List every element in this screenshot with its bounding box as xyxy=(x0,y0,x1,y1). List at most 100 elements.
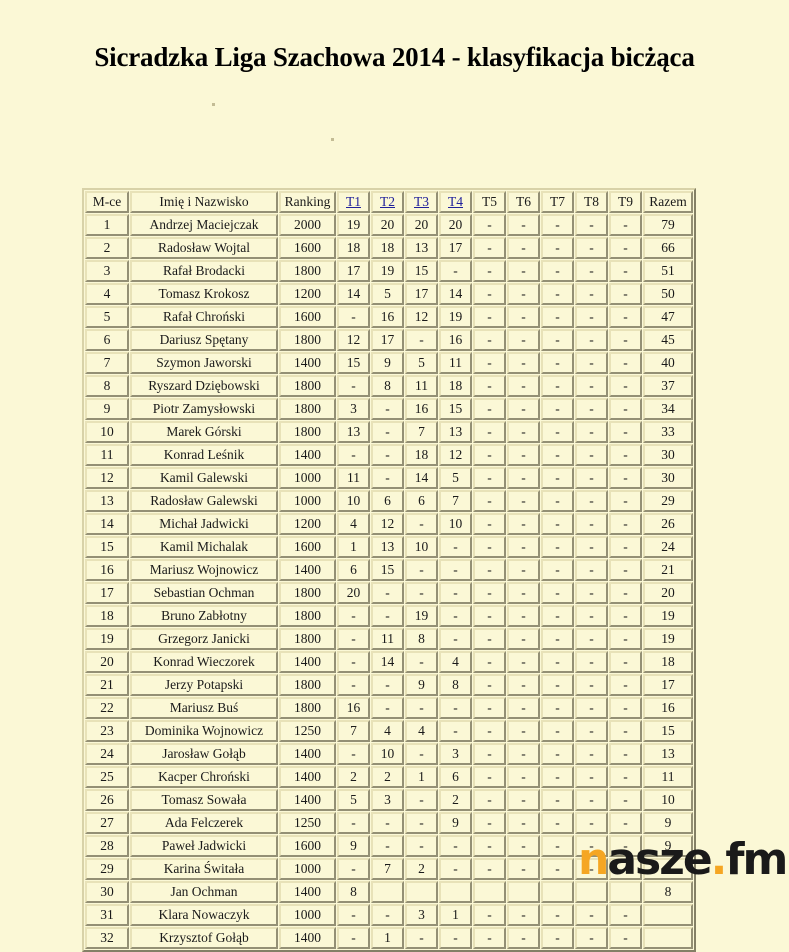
cell-round-t8: - xyxy=(575,398,608,420)
cell-round-t5: - xyxy=(473,421,506,443)
column-header-t6: T6 xyxy=(507,191,540,213)
cell-name: Jerzy Potapski xyxy=(130,674,278,696)
cell-total: 40 xyxy=(643,352,693,374)
table-row: 11 Konrad Leśnik 1400- -18 12- - - - -30 xyxy=(85,444,693,466)
cell-round-t1: 10 xyxy=(337,490,370,512)
column-header-t2[interactable]: T2 xyxy=(371,191,404,213)
cell-round-t6: - xyxy=(507,835,540,857)
round-link-t3[interactable]: T3 xyxy=(414,194,429,209)
cell-place: 13 xyxy=(85,490,129,512)
cell-round-t3: - xyxy=(405,329,438,351)
cell-round-t7: - xyxy=(541,398,574,420)
cell-round-t7: - xyxy=(541,812,574,834)
cell-round-t7: - xyxy=(541,789,574,811)
cell-round-t2: - xyxy=(371,467,404,489)
cell-round-t7: - xyxy=(541,375,574,397)
cell-round-t3: 13 xyxy=(405,237,438,259)
cell-round-t1: - xyxy=(337,306,370,328)
cell-round-t7: - xyxy=(541,904,574,926)
cell-round-t1: - xyxy=(337,605,370,627)
table-row: 9 Piotr Zamysłowski 1800 3-16 15- - - - -34 xyxy=(85,398,693,420)
cell-ranking: 1000 xyxy=(279,490,336,512)
column-header-t1[interactable]: T1 xyxy=(337,191,370,213)
cell-place: 4 xyxy=(85,283,129,305)
cell-round-t3: - xyxy=(405,789,438,811)
cell-round-t7: - xyxy=(541,513,574,535)
cell-round-t8: - xyxy=(575,674,608,696)
cell-name: Grzegorz Janicki xyxy=(130,628,278,650)
cell-round-t1: - xyxy=(337,651,370,673)
cell-round-t2: 4 xyxy=(371,720,404,742)
cell-round-t5: - xyxy=(473,605,506,627)
cell-round-t5: - xyxy=(473,306,506,328)
cell-ranking: 1400 xyxy=(279,766,336,788)
cell-name: Marek Górski xyxy=(130,421,278,443)
cell-ranking: 1600 xyxy=(279,536,336,558)
round-link-t1[interactable]: T1 xyxy=(346,194,361,209)
cell-place: 3 xyxy=(85,260,129,282)
column-header-t4[interactable]: T4 xyxy=(439,191,472,213)
cell-round-t8: - xyxy=(575,559,608,581)
cell-round-t6: - xyxy=(507,398,540,420)
cell-place: 26 xyxy=(85,789,129,811)
cell-round-t5: - xyxy=(473,260,506,282)
cell-round-t9: - xyxy=(609,375,642,397)
cell-round-t8: - xyxy=(575,720,608,742)
cell-round-t1: 18 xyxy=(337,237,370,259)
cell-name: Klara Nowaczyk xyxy=(130,904,278,926)
cell-round-t8: - xyxy=(575,812,608,834)
round-link-t4[interactable]: T4 xyxy=(448,194,463,209)
cell-place: 7 xyxy=(85,352,129,374)
cell-name: Rafał Brodacki xyxy=(130,260,278,282)
cell-place: 30 xyxy=(85,881,129,903)
cell-ranking: 1800 xyxy=(279,582,336,604)
cell-total: 10 xyxy=(643,789,693,811)
cell-name: Sebastian Ochman xyxy=(130,582,278,604)
cell-name: Mariusz Buś xyxy=(130,697,278,719)
cell-round-t6: - xyxy=(507,421,540,443)
cell-round-t1: 20 xyxy=(337,582,370,604)
cell-total: 24 xyxy=(643,536,693,558)
cell-round-t6: - xyxy=(507,651,540,673)
table-row: 30 Jan Ochman 1400 8 8 xyxy=(85,881,693,903)
cell-round-t4: 3 xyxy=(439,743,472,765)
table-row: 13 Radosław Galewski 1000 10 6 6 7- - - - -29 xyxy=(85,490,693,512)
cell-round-t6: - xyxy=(507,697,540,719)
cell-round-t9: - xyxy=(609,743,642,765)
table-row: 10 Marek Górski 1800 13-7 13- - - - -33 xyxy=(85,421,693,443)
cell-ranking: 1800 xyxy=(279,260,336,282)
cell-round-t4: 8 xyxy=(439,674,472,696)
cell-round-t6: - xyxy=(507,559,540,581)
watermark-dot-glyph: . xyxy=(710,834,728,885)
cell-round-t9: - xyxy=(609,789,642,811)
cell-round-t1: - xyxy=(337,628,370,650)
cell-round-t9: - xyxy=(609,835,642,857)
cell-name: Michał Jadwicki xyxy=(130,513,278,535)
cell-ranking: 1000 xyxy=(279,904,336,926)
cell-round-t7: - xyxy=(541,536,574,558)
cell-name: Kamil Michalak xyxy=(130,536,278,558)
cell-round-t7: - xyxy=(541,421,574,443)
round-link-t2[interactable]: T2 xyxy=(380,194,395,209)
cell-round-t4: 6 xyxy=(439,766,472,788)
table-row: 24 Jarosław Gołąb 1400-10-3- - - - -13 xyxy=(85,743,693,765)
cell-round-t2: - xyxy=(371,582,404,604)
cell-round-t4: 1 xyxy=(439,904,472,926)
cell-round-t8: - xyxy=(575,444,608,466)
cell-round-t5: - xyxy=(473,766,506,788)
cell-round-t4: - xyxy=(439,697,472,719)
cell-round-t9: - xyxy=(609,927,642,949)
cell-round-t4: 4 xyxy=(439,651,472,673)
table-row: 29 Karina Świtała 1000-7 2- - - - - -9 xyxy=(85,858,693,880)
cell-name: Andrzej Maciejczak xyxy=(130,214,278,236)
cell-total: 47 xyxy=(643,306,693,328)
cell-round-t7: - xyxy=(541,835,574,857)
cell-round-t5: - xyxy=(473,835,506,857)
table-row: 21 Jerzy Potapski 1800- -9 8- - - - -17 xyxy=(85,674,693,696)
cell-round-t1: 5 xyxy=(337,789,370,811)
cell-place: 32 xyxy=(85,927,129,949)
cell-round-t9: - xyxy=(609,559,642,581)
column-header-t3[interactable]: T3 xyxy=(405,191,438,213)
cell-round-t2: - xyxy=(371,605,404,627)
cell-round-t7: - xyxy=(541,260,574,282)
